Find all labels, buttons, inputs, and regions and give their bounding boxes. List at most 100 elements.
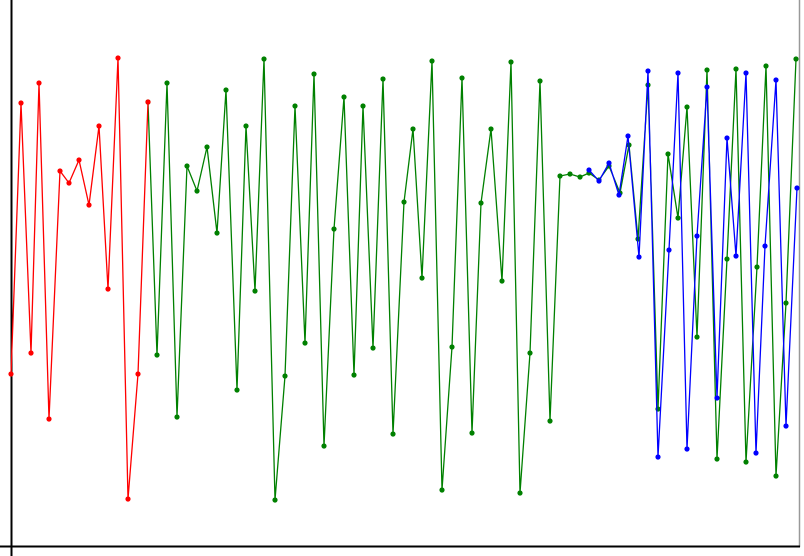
series-green-marker bbox=[174, 414, 180, 420]
series-green-marker bbox=[380, 76, 386, 82]
series-green-marker bbox=[567, 171, 573, 177]
series-green-marker bbox=[724, 256, 730, 262]
series-blue bbox=[586, 68, 800, 460]
series-blue-marker bbox=[743, 70, 749, 76]
series-green-marker bbox=[390, 431, 396, 437]
series-red-marker bbox=[145, 99, 151, 105]
series-green-marker bbox=[184, 163, 190, 169]
series-blue-marker bbox=[714, 395, 720, 401]
series-green-marker bbox=[537, 78, 543, 84]
series-red-marker bbox=[46, 416, 52, 422]
series-layer bbox=[8, 55, 800, 503]
series-red-marker bbox=[135, 371, 141, 377]
series-red-marker bbox=[36, 80, 42, 86]
series-green-marker bbox=[419, 275, 425, 281]
series-blue-marker bbox=[783, 423, 789, 429]
series-red-marker bbox=[115, 55, 121, 61]
series-blue-marker bbox=[753, 450, 759, 456]
series-red-marker bbox=[86, 202, 92, 208]
series-green-marker bbox=[694, 334, 700, 340]
series-blue-marker bbox=[684, 446, 690, 452]
series-green-marker bbox=[557, 173, 563, 179]
series-red-marker bbox=[18, 100, 24, 106]
series-green-marker bbox=[214, 230, 220, 236]
series-green-marker bbox=[517, 490, 523, 496]
series-blue-marker bbox=[616, 192, 622, 198]
series-blue-marker bbox=[694, 233, 700, 239]
series-blue-marker bbox=[724, 135, 730, 141]
series-green-marker bbox=[488, 126, 494, 132]
series-green-marker bbox=[234, 387, 240, 393]
series-blue-marker bbox=[704, 84, 710, 90]
series-blue-marker bbox=[733, 253, 739, 259]
series-blue-marker bbox=[606, 160, 612, 166]
series-blue-line bbox=[588, 70, 798, 458]
series-green-marker bbox=[763, 63, 769, 69]
series-green-marker bbox=[401, 199, 407, 205]
series-green-marker bbox=[469, 430, 475, 436]
series-green-marker bbox=[243, 123, 249, 129]
series-green-marker bbox=[204, 144, 210, 150]
series-green-marker bbox=[684, 104, 690, 110]
series-green-marker bbox=[360, 103, 366, 109]
series-green-marker bbox=[478, 200, 484, 206]
series-blue-marker bbox=[586, 167, 592, 173]
series-red-marker bbox=[8, 371, 14, 377]
series-green-marker bbox=[733, 66, 739, 72]
series-green-marker bbox=[272, 497, 278, 503]
series-green-marker bbox=[261, 56, 267, 62]
series-green-marker bbox=[508, 59, 514, 65]
series-green-marker bbox=[302, 340, 308, 346]
series-red-marker bbox=[125, 496, 131, 502]
series-green-marker bbox=[547, 418, 553, 424]
series-green-marker bbox=[675, 215, 681, 221]
series-blue-marker bbox=[675, 70, 681, 76]
series-red-marker bbox=[57, 168, 63, 174]
series-green-marker bbox=[793, 56, 799, 62]
series-blue-marker bbox=[773, 77, 779, 83]
series-green-marker bbox=[714, 456, 720, 462]
series-green-marker bbox=[370, 345, 376, 351]
series-green-marker bbox=[164, 80, 170, 86]
series-blue-marker bbox=[596, 178, 602, 184]
series-green-marker bbox=[282, 373, 288, 379]
series-green-marker bbox=[783, 300, 789, 306]
series-blue-marker bbox=[762, 243, 768, 249]
series-green-marker bbox=[439, 487, 445, 493]
series-red-marker bbox=[96, 123, 102, 129]
series-green-marker bbox=[154, 352, 160, 358]
series-green bbox=[145, 56, 799, 503]
series-green-marker bbox=[341, 94, 347, 100]
series-green-marker bbox=[331, 226, 337, 232]
series-green-marker bbox=[459, 75, 465, 81]
series-green-marker bbox=[351, 372, 357, 378]
series-red-marker bbox=[76, 157, 82, 163]
series-green-marker bbox=[449, 344, 455, 350]
series-green-marker bbox=[410, 126, 416, 132]
series-red-marker bbox=[105, 286, 111, 292]
series-green-marker bbox=[577, 174, 583, 180]
series-green-marker bbox=[704, 67, 710, 73]
series-blue-marker bbox=[666, 247, 672, 253]
series-red-marker bbox=[66, 180, 72, 186]
series-green-marker bbox=[311, 71, 317, 77]
series-green-marker bbox=[321, 443, 327, 449]
series-green-marker bbox=[223, 87, 229, 93]
series-blue-marker bbox=[636, 254, 642, 260]
series-green-marker bbox=[429, 58, 435, 64]
series-blue-marker bbox=[794, 185, 800, 191]
series-red-marker bbox=[28, 350, 34, 356]
series-green-marker bbox=[743, 459, 749, 465]
series-green-marker bbox=[252, 288, 258, 294]
series-blue-marker bbox=[645, 68, 651, 74]
series-green-marker bbox=[292, 103, 298, 109]
series-red bbox=[8, 55, 151, 502]
series-blue-marker bbox=[625, 133, 631, 139]
series-green-marker bbox=[527, 350, 533, 356]
series-green-marker bbox=[665, 151, 671, 157]
series-green-marker bbox=[194, 188, 200, 194]
series-green-marker bbox=[499, 278, 505, 284]
